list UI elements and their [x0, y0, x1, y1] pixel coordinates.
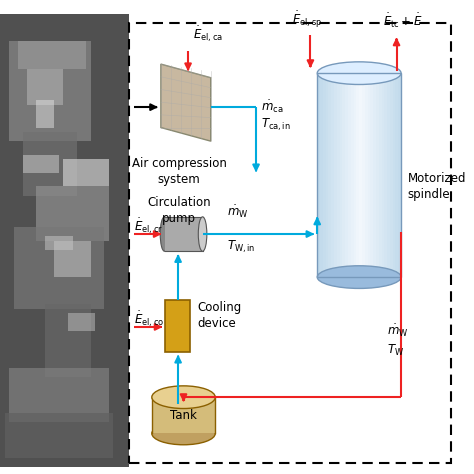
- Bar: [345, 73, 348, 277]
- Bar: [367, 73, 370, 277]
- Bar: [9, 368, 109, 422]
- Ellipse shape: [160, 217, 169, 251]
- Bar: [18, 41, 86, 69]
- Ellipse shape: [317, 62, 401, 84]
- Bar: [342, 73, 345, 277]
- Bar: [36, 100, 55, 128]
- Bar: [339, 73, 342, 277]
- Bar: [328, 73, 331, 277]
- Bar: [331, 73, 334, 277]
- Bar: [129, 23, 451, 463]
- Bar: [379, 73, 382, 277]
- Text: $\dot{E}_{\mathrm{tc}}+\dot{E}$: $\dot{E}_{\mathrm{tc}}+\dot{E}$: [383, 11, 422, 30]
- Text: Cooling
device: Cooling device: [197, 301, 241, 330]
- Text: $\dot{E}_{\mathrm{el,ca}}$: $\dot{E}_{\mathrm{el,ca}}$: [192, 24, 223, 44]
- Bar: [46, 237, 73, 250]
- Text: $\dot{E}_{\mathrm{el,co}}$: $\dot{E}_{\mathrm{el,co}}$: [134, 309, 164, 328]
- Bar: [68, 313, 95, 331]
- Bar: [36, 186, 109, 241]
- Bar: [55, 241, 91, 277]
- Bar: [356, 73, 359, 277]
- Bar: [317, 73, 401, 277]
- Bar: [354, 73, 356, 277]
- Bar: [382, 73, 384, 277]
- Bar: [326, 73, 328, 277]
- Bar: [362, 73, 365, 277]
- Bar: [23, 155, 59, 173]
- Bar: [64, 159, 109, 186]
- Text: $\dot{m}_{\mathrm{W}}$: $\dot{m}_{\mathrm{W}}$: [387, 322, 409, 339]
- Text: $T_{\mathrm{W,in}}$: $T_{\mathrm{W,in}}$: [227, 238, 255, 255]
- Bar: [46, 304, 91, 377]
- Bar: [359, 73, 362, 277]
- Bar: [351, 73, 354, 277]
- Text: Air compression
system: Air compression system: [132, 157, 227, 186]
- Bar: [384, 73, 387, 277]
- Bar: [390, 73, 392, 277]
- Bar: [165, 300, 191, 352]
- Bar: [365, 73, 367, 277]
- Text: $T_{\mathrm{W}}$: $T_{\mathrm{W}}$: [387, 343, 404, 358]
- Bar: [317, 73, 320, 277]
- Text: Tank: Tank: [170, 409, 197, 422]
- Bar: [387, 73, 390, 277]
- Bar: [348, 73, 351, 277]
- Bar: [14, 227, 104, 309]
- Bar: [23, 132, 77, 195]
- Text: $\dot{m}_{\mathrm{W}}$: $\dot{m}_{\mathrm{W}}$: [227, 204, 248, 220]
- Bar: [337, 73, 339, 277]
- Bar: [392, 73, 395, 277]
- Bar: [395, 73, 398, 277]
- Bar: [370, 73, 373, 277]
- Ellipse shape: [152, 386, 215, 409]
- Bar: [152, 397, 215, 433]
- Bar: [0, 14, 129, 467]
- Bar: [27, 69, 64, 105]
- Bar: [376, 73, 379, 277]
- Ellipse shape: [317, 266, 401, 288]
- Bar: [164, 217, 202, 251]
- Text: Circulation
pump: Circulation pump: [147, 195, 211, 225]
- Bar: [334, 73, 337, 277]
- Bar: [398, 73, 401, 277]
- Bar: [9, 41, 91, 141]
- Text: Motorized
spindle: Motorized spindle: [408, 172, 466, 201]
- Bar: [5, 413, 113, 458]
- Bar: [373, 73, 376, 277]
- Bar: [323, 73, 326, 277]
- Text: $\dot{m}_{\mathrm{ca}}$: $\dot{m}_{\mathrm{ca}}$: [261, 98, 283, 115]
- Ellipse shape: [152, 422, 215, 445]
- Ellipse shape: [198, 217, 207, 251]
- Text: $\dot{E}_{\mathrm{el,cr}}$: $\dot{E}_{\mathrm{el,cr}}$: [134, 216, 163, 236]
- Bar: [320, 73, 323, 277]
- Bar: [317, 73, 401, 277]
- Polygon shape: [161, 64, 211, 141]
- Text: $T_{\mathrm{ca,in}}$: $T_{\mathrm{ca,in}}$: [261, 116, 291, 133]
- Text: $\dot{E}_{\mathrm{el,sp}}$: $\dot{E}_{\mathrm{el,sp}}$: [292, 9, 322, 30]
